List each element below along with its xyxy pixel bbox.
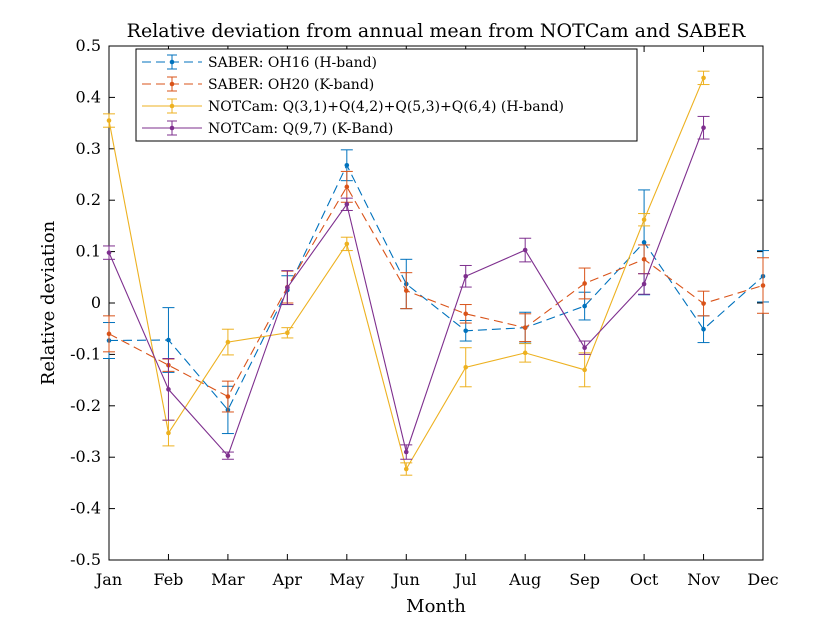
- data-point: [166, 430, 171, 436]
- axes-ticks: -0.5 -0.4 -0.3 -0.2 -0.1 0 0.1 0.2 0.3 0.4 0.5 Jan F…: [70, 36, 779, 589]
- data-point: [403, 288, 409, 293]
- x-tick-label: Mar: [211, 570, 245, 589]
- x-tick-label: May: [329, 570, 364, 589]
- legend-marker: [169, 81, 175, 87]
- data-point: [701, 75, 706, 81]
- data-point: [582, 303, 587, 309]
- x-tick-label: Jan: [94, 570, 122, 589]
- data-point: [344, 184, 350, 190]
- data-point: [106, 250, 112, 255]
- x-tick-label: Apr: [272, 570, 303, 589]
- data-point: [344, 162, 350, 168]
- data-point: [106, 118, 112, 123]
- data-point: [463, 328, 469, 334]
- x-tick-label: Nov: [687, 570, 720, 589]
- series-4: [103, 115, 710, 460]
- data-point: [522, 325, 528, 330]
- y-tick-label: 0.3: [76, 139, 101, 158]
- y-tick-label: -0.4: [70, 499, 101, 518]
- y-tick-label: 0.5: [76, 36, 101, 55]
- data-point: [225, 453, 231, 458]
- legend-box: [135, 48, 638, 142]
- data-point: [760, 283, 766, 288]
- x-tick-label: Oct: [630, 570, 659, 589]
- legend-label: SABER: OH20 (K-band): [208, 77, 374, 93]
- legend-label: NOTCam: Q(3,1)+Q(4,2)+Q(5,3)+Q(6,4) (H-b…: [208, 99, 564, 115]
- series-2: [103, 170, 769, 413]
- x-tick-label: Feb: [153, 570, 183, 589]
- data-point: [582, 345, 587, 351]
- x-tick-label: Sep: [569, 570, 600, 589]
- data-point: [225, 339, 231, 345]
- series-1: [103, 149, 769, 435]
- data-point: [641, 240, 647, 245]
- data-point: [106, 331, 112, 337]
- x-tick-label: Jun: [391, 570, 420, 589]
- data-point: [641, 257, 647, 262]
- x-tick-label: Dec: [747, 570, 778, 589]
- y-tick-label: -0.1: [70, 344, 101, 363]
- x-tick-label: Aug: [508, 570, 541, 589]
- y-tick-label: 0: [91, 293, 101, 312]
- y-axis-label: Relative deviation: [38, 220, 59, 385]
- data-point: [701, 301, 706, 306]
- data-point: [166, 337, 171, 343]
- legend-marker: [169, 125, 175, 131]
- data-point: [463, 273, 469, 279]
- data-point: [285, 285, 290, 290]
- y-tick-label: 0.2: [76, 190, 101, 209]
- data-point: [403, 466, 409, 472]
- chart-title: Relative deviation from annual mean from…: [127, 20, 746, 42]
- y-tick-label: 0.4: [76, 87, 101, 106]
- data-point: [701, 125, 706, 131]
- data-point: [522, 247, 528, 253]
- y-tick-label: -0.2: [70, 396, 101, 415]
- data-point: [344, 202, 350, 207]
- data-point: [641, 281, 647, 287]
- data-point: [701, 326, 706, 332]
- x-axis-label: Month: [406, 596, 466, 617]
- data-point: [582, 367, 587, 373]
- data-point: [522, 350, 528, 356]
- legend-marker: [169, 59, 175, 65]
- data-point: [166, 387, 171, 392]
- data-point: [285, 330, 290, 336]
- legend: SABER: OH16 (H-band) SABER: OH20 (K-band)…: [135, 48, 638, 142]
- data-point: [463, 311, 469, 317]
- y-tick-label: 0.1: [76, 242, 101, 261]
- series-line: [108, 185, 764, 398]
- data-point: [582, 281, 587, 286]
- y-tick-label: -0.3: [70, 447, 101, 466]
- x-tick-label: Jul: [453, 570, 477, 589]
- data-point: [225, 394, 231, 399]
- y-tick-label: -0.5: [70, 550, 101, 569]
- legend-label: NOTCam: Q(9,7) (K-Band): [208, 121, 393, 137]
- data-point: [344, 241, 350, 247]
- data-point: [403, 449, 409, 455]
- legend-marker: [169, 103, 175, 109]
- data-point: [641, 217, 647, 223]
- data-point: [463, 364, 469, 370]
- series-layer: [103, 70, 769, 476]
- legend-label: SABER: OH16 (H-band): [208, 55, 377, 71]
